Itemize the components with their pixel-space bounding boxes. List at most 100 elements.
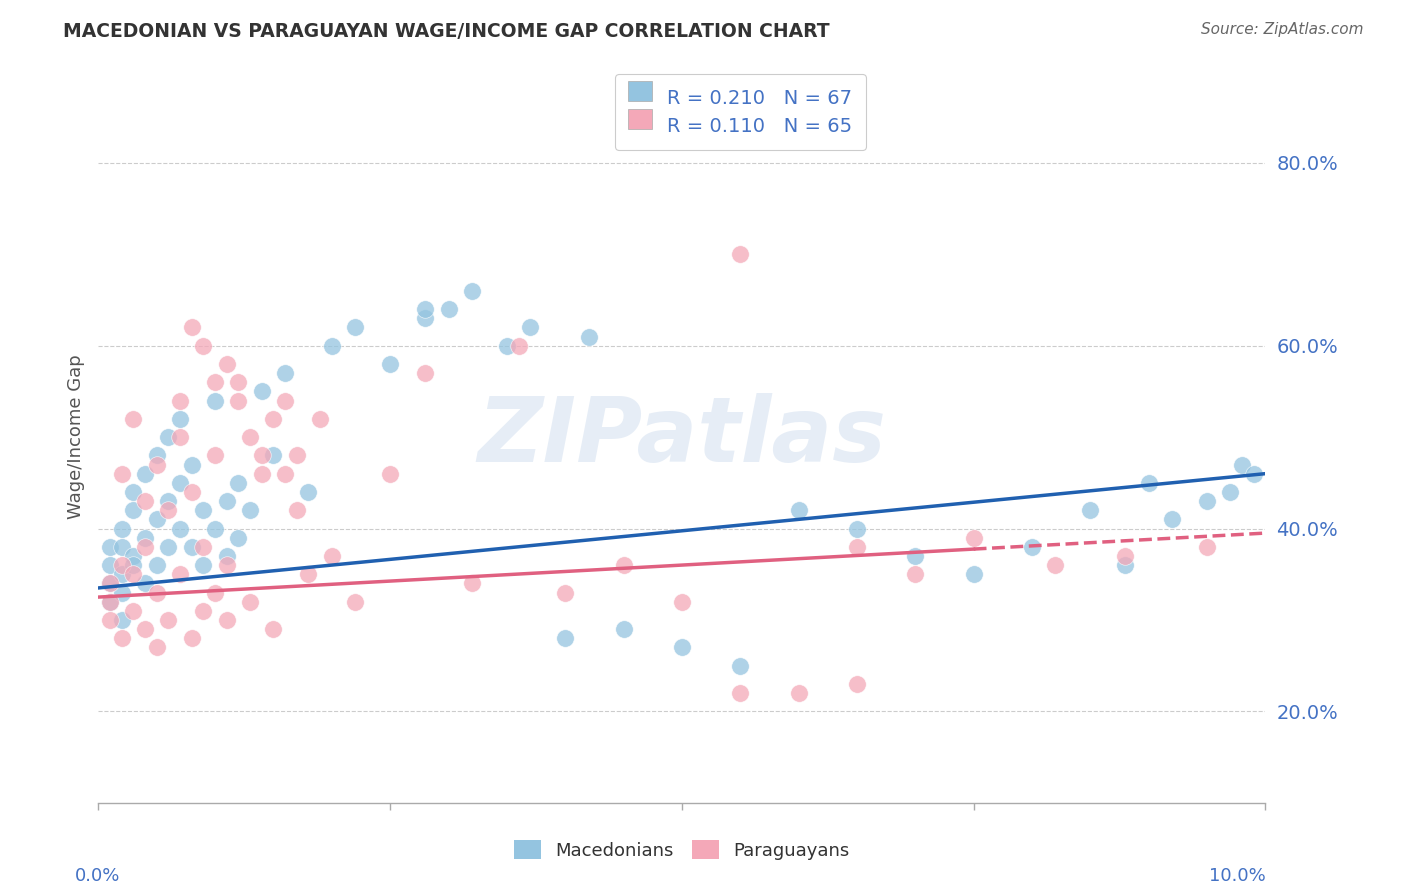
Point xyxy=(554,632,576,646)
Point xyxy=(285,448,308,462)
Text: 0.0%: 0.0% xyxy=(75,867,121,885)
Point xyxy=(180,540,202,554)
Point xyxy=(262,448,284,462)
Point xyxy=(204,448,226,462)
Point xyxy=(496,338,519,352)
Point xyxy=(380,467,402,481)
Point xyxy=(1021,540,1043,554)
Point xyxy=(787,503,810,517)
Point xyxy=(1243,467,1265,481)
Text: MACEDONIAN VS PARAGUAYAN WAGE/INCOME GAP CORRELATION CHART: MACEDONIAN VS PARAGUAYAN WAGE/INCOME GAP… xyxy=(63,22,830,41)
Point xyxy=(215,613,238,627)
Point xyxy=(111,467,134,481)
Point xyxy=(309,412,332,426)
Point xyxy=(1161,512,1184,526)
Point xyxy=(146,512,169,526)
Point xyxy=(98,613,121,627)
Point xyxy=(1195,540,1218,554)
Point xyxy=(157,540,180,554)
Point xyxy=(846,521,869,535)
Point xyxy=(239,430,262,444)
Point xyxy=(169,412,191,426)
Point xyxy=(193,338,215,352)
Point xyxy=(671,594,693,608)
Point xyxy=(111,558,134,573)
Point xyxy=(1219,485,1241,500)
Point xyxy=(169,567,191,582)
Point xyxy=(146,640,169,655)
Point xyxy=(111,521,134,535)
Point xyxy=(846,540,869,554)
Point xyxy=(98,558,121,573)
Point xyxy=(122,604,145,618)
Point xyxy=(1114,549,1136,563)
Point xyxy=(519,320,541,334)
Point xyxy=(228,531,250,545)
Point xyxy=(157,503,180,517)
Point xyxy=(297,567,319,582)
Text: 10.0%: 10.0% xyxy=(1209,867,1265,885)
Point xyxy=(380,357,402,371)
Point xyxy=(134,540,156,554)
Point xyxy=(274,393,297,408)
Point xyxy=(321,338,343,352)
Point xyxy=(193,503,215,517)
Point xyxy=(274,467,297,481)
Point xyxy=(730,686,752,700)
Point xyxy=(169,521,191,535)
Point xyxy=(671,640,693,655)
Point xyxy=(193,558,215,573)
Point xyxy=(262,622,284,636)
Point xyxy=(297,485,319,500)
Point xyxy=(204,393,226,408)
Point xyxy=(1195,494,1218,508)
Point xyxy=(239,503,262,517)
Point xyxy=(98,576,121,591)
Point xyxy=(578,329,600,343)
Point xyxy=(180,485,202,500)
Point xyxy=(215,558,238,573)
Point xyxy=(193,540,215,554)
Point xyxy=(98,540,121,554)
Point xyxy=(461,576,484,591)
Point xyxy=(274,366,297,380)
Point xyxy=(157,613,180,627)
Point xyxy=(122,567,145,582)
Point xyxy=(169,393,191,408)
Text: Source: ZipAtlas.com: Source: ZipAtlas.com xyxy=(1201,22,1364,37)
Text: ZIPatlas: ZIPatlas xyxy=(478,393,886,481)
Point xyxy=(250,448,273,462)
Point xyxy=(461,284,484,298)
Point xyxy=(180,458,202,472)
Point xyxy=(228,375,250,389)
Point xyxy=(250,467,273,481)
Legend: Macedonians, Paraguayans: Macedonians, Paraguayans xyxy=(506,833,858,867)
Point xyxy=(122,485,145,500)
Point xyxy=(1080,503,1102,517)
Point xyxy=(193,604,215,618)
Point xyxy=(122,412,145,426)
Point xyxy=(111,632,134,646)
Point xyxy=(904,549,927,563)
Point xyxy=(134,622,156,636)
Point xyxy=(111,585,134,599)
Point xyxy=(111,613,134,627)
Point xyxy=(146,558,169,573)
Point xyxy=(262,412,284,426)
Point xyxy=(554,585,576,599)
Point xyxy=(413,301,436,317)
Point xyxy=(134,494,156,508)
Point xyxy=(98,576,121,591)
Point xyxy=(146,448,169,462)
Point xyxy=(134,576,156,591)
Point xyxy=(730,658,752,673)
Point xyxy=(508,338,530,352)
Point xyxy=(204,375,226,389)
Point xyxy=(344,594,367,608)
Point xyxy=(146,458,169,472)
Point xyxy=(180,320,202,334)
Point xyxy=(962,567,984,582)
Point xyxy=(321,549,343,563)
Point xyxy=(204,521,226,535)
Point xyxy=(157,494,180,508)
